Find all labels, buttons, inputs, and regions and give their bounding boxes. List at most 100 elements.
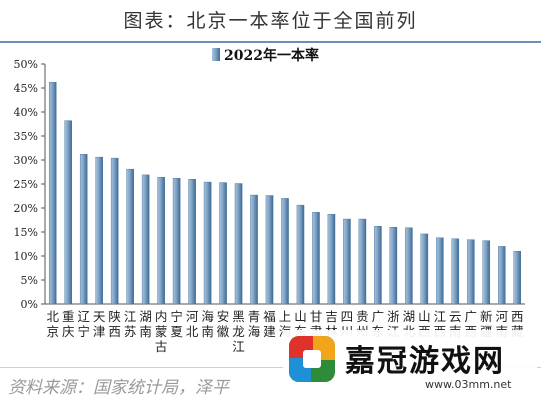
x-tick-label: 江 [232,339,245,354]
x-tick-label: 贵 [356,309,369,324]
bar [141,174,150,305]
chart-bars [48,82,522,305]
bar [95,156,103,305]
bar [250,194,258,305]
x-tick-label: 福 [263,309,276,324]
bar [64,120,72,305]
x-tick-label: 云 [449,309,462,324]
y-tick-label: 10% [14,250,38,263]
x-tick-label: 安 [217,309,230,324]
x-tick-label: 重 [62,309,75,324]
bar [188,178,196,305]
y-tick-label: 45% [14,82,38,95]
x-tick-label: 北 [186,324,199,339]
bar [157,177,165,305]
x-tick-label: 湖 [403,309,416,324]
legend-swatch [212,48,220,61]
bar [327,214,336,305]
y-tick-label: 20% [14,202,38,215]
x-tick-label: 河 [496,309,509,324]
bar [389,226,398,305]
x-tick-label: 山 [294,309,307,324]
bar [312,212,320,305]
x-tick-label: 内 [155,309,168,324]
x-tick-label: 西 [511,309,524,324]
x-tick-label: 北 [46,309,59,324]
title-divider [0,41,541,43]
x-tick-label: 夏 [170,324,183,339]
x-tick-label: 吉 [325,309,338,324]
bar [219,182,227,305]
x-tick-label: 四 [341,309,354,324]
x-tick-label: 建 [263,324,276,339]
x-tick-label: 古 [155,339,168,354]
y-tick-label: 30% [14,154,38,167]
bar [374,226,382,305]
x-tick-label: 南 [139,324,152,339]
watermark-logo: 嘉冠游戏网 www.03mm.net [283,330,537,400]
x-tick-label: 徽 [217,324,230,339]
x-tick-label: 湖 [139,309,152,324]
x-tick-label: 山 [418,309,431,324]
x-tick-label: 海 [248,324,261,339]
x-tick-label: 青 [248,309,261,324]
bar [405,227,413,305]
watermark-url: www.03mm.net [425,378,512,391]
y-tick-label: 40% [14,106,38,119]
x-tick-label: 辽 [77,309,90,324]
x-tick-label: 苏 [124,324,137,339]
x-tick-label: 黑 [232,309,245,324]
x-tick-label: 津 [93,324,106,339]
bar [343,218,351,305]
bar [513,250,522,305]
x-tick-label: 江 [434,309,447,324]
bar [203,181,212,305]
y-tick-label: 5% [21,274,38,287]
y-tick-label: 0% [21,298,38,311]
x-tick-label: 天 [93,309,106,324]
x-tick-label: 西 [108,324,121,339]
page-title: 图表：北京一本率位于全国前列 [123,10,418,32]
bar [79,154,88,305]
x-tick-label: 海 [201,309,214,324]
x-tick-label: 上 [279,309,292,324]
x-tick-label: 庆 [62,324,75,339]
bar [467,239,475,305]
x-tick-label: 南 [201,324,214,339]
bar [172,178,181,305]
x-tick-label: 广 [372,309,385,324]
x-tick-label: 甘 [310,309,323,324]
x-tick-label: 京 [46,324,59,339]
chart-legend: 2022年一本率 [212,47,319,64]
bar [420,233,429,305]
x-tick-label: 龙 [232,324,245,339]
legend-label: 2022年一本率 [224,47,319,64]
x-tick-label: 河 [186,309,199,324]
x-tick-label: 新 [480,309,493,324]
bar [110,157,119,305]
source-note: 资料来源：国家统计局，泽平 [8,378,229,398]
bar [126,168,134,305]
x-tick-label: 宁 [170,309,183,324]
x-tick-label: 陕 [108,309,121,324]
y-tick-label: 50% [14,58,38,71]
x-tick-label: 宁 [77,324,90,339]
bar [265,195,274,305]
y-tick-label: 15% [14,226,38,239]
x-tick-label: 浙 [387,309,400,324]
bar [451,238,460,305]
bar [48,82,57,305]
bar [234,183,243,305]
bar [358,218,367,305]
watermark-site-name: 嘉冠游戏网 [345,344,505,379]
bar [436,237,444,305]
x-tick-label: 蒙 [155,324,168,339]
x-tick-label: 广 [465,309,478,324]
bar [281,198,289,305]
bar [498,246,506,305]
y-tick-label: 35% [14,130,38,143]
x-tick-label: 江 [124,309,137,324]
source-divider [0,367,541,368]
y-tick-label: 25% [14,178,38,191]
